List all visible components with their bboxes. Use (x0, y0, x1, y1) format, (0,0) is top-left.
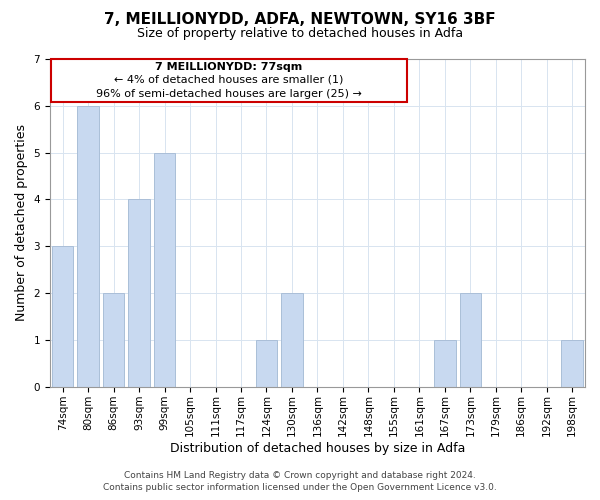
Text: ← 4% of detached houses are smaller (1): ← 4% of detached houses are smaller (1) (114, 74, 344, 84)
Bar (460, 293, 481, 386)
Y-axis label: Number of detached properties: Number of detached properties (15, 124, 28, 322)
Bar (52, 246, 73, 386)
Text: Size of property relative to detached houses in Adfa: Size of property relative to detached ho… (137, 28, 463, 40)
Bar (281, 293, 303, 386)
Bar (154, 152, 175, 386)
Bar (103, 293, 124, 386)
Bar (434, 340, 455, 386)
Text: Contains HM Land Registry data © Crown copyright and database right 2024.
Contai: Contains HM Land Registry data © Crown c… (103, 471, 497, 492)
Bar (256, 340, 277, 386)
Bar (562, 340, 583, 386)
Text: 96% of semi-detached houses are larger (25) →: 96% of semi-detached houses are larger (… (96, 89, 362, 99)
Bar (77, 106, 99, 386)
FancyBboxPatch shape (51, 59, 407, 102)
Text: 7, MEILLIONYDD, ADFA, NEWTOWN, SY16 3BF: 7, MEILLIONYDD, ADFA, NEWTOWN, SY16 3BF (104, 12, 496, 28)
X-axis label: Distribution of detached houses by size in Adfa: Distribution of detached houses by size … (170, 442, 465, 455)
Bar (128, 200, 150, 386)
Text: 7 MEILLIONYDD: 77sqm: 7 MEILLIONYDD: 77sqm (155, 62, 302, 72)
